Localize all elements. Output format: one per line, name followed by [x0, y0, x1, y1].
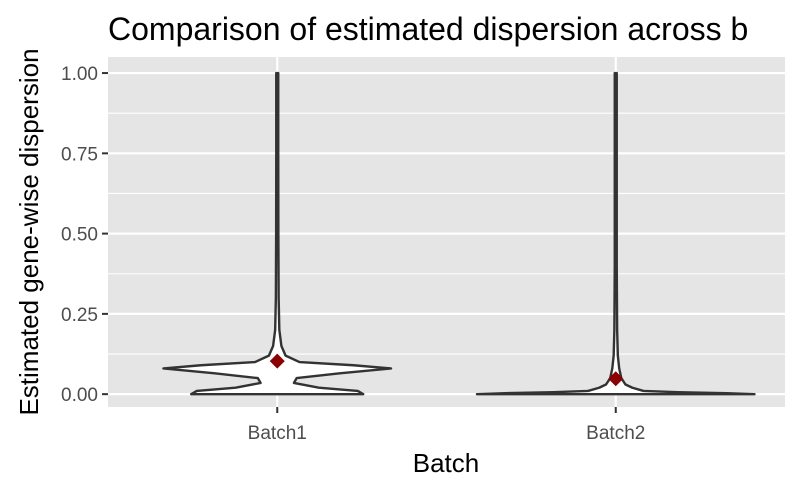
violins	[162, 71, 756, 396]
mean-marker-batch1	[269, 353, 285, 369]
y-tick-label: 0.75	[61, 144, 98, 165]
y-tick-label: 0.50	[61, 225, 98, 246]
plot-panel	[108, 57, 785, 407]
mean-marker-batch2	[608, 371, 624, 387]
violin-batch1	[162, 71, 393, 396]
y-axis-title: Estimated gene-wise dispersion	[14, 48, 44, 415]
chart-title: Comparison of estimated dispersion acros…	[108, 11, 748, 47]
violin-batch2	[475, 71, 756, 396]
mean-markers	[269, 353, 624, 387]
y-tick-label: 0.25	[61, 305, 98, 326]
minor-gridlines	[108, 112, 785, 355]
y-tick-label: 0.00	[61, 385, 98, 406]
y-tick-label: 1.00	[61, 64, 98, 85]
x-tick-label: Batch1	[248, 423, 307, 444]
x-tick-label: Batch2	[586, 423, 645, 444]
axes: 0.00 0.25 0.50 0.75 1.00 Batch1 Batch2	[61, 64, 645, 444]
x-axis-title: Batch	[413, 448, 480, 478]
